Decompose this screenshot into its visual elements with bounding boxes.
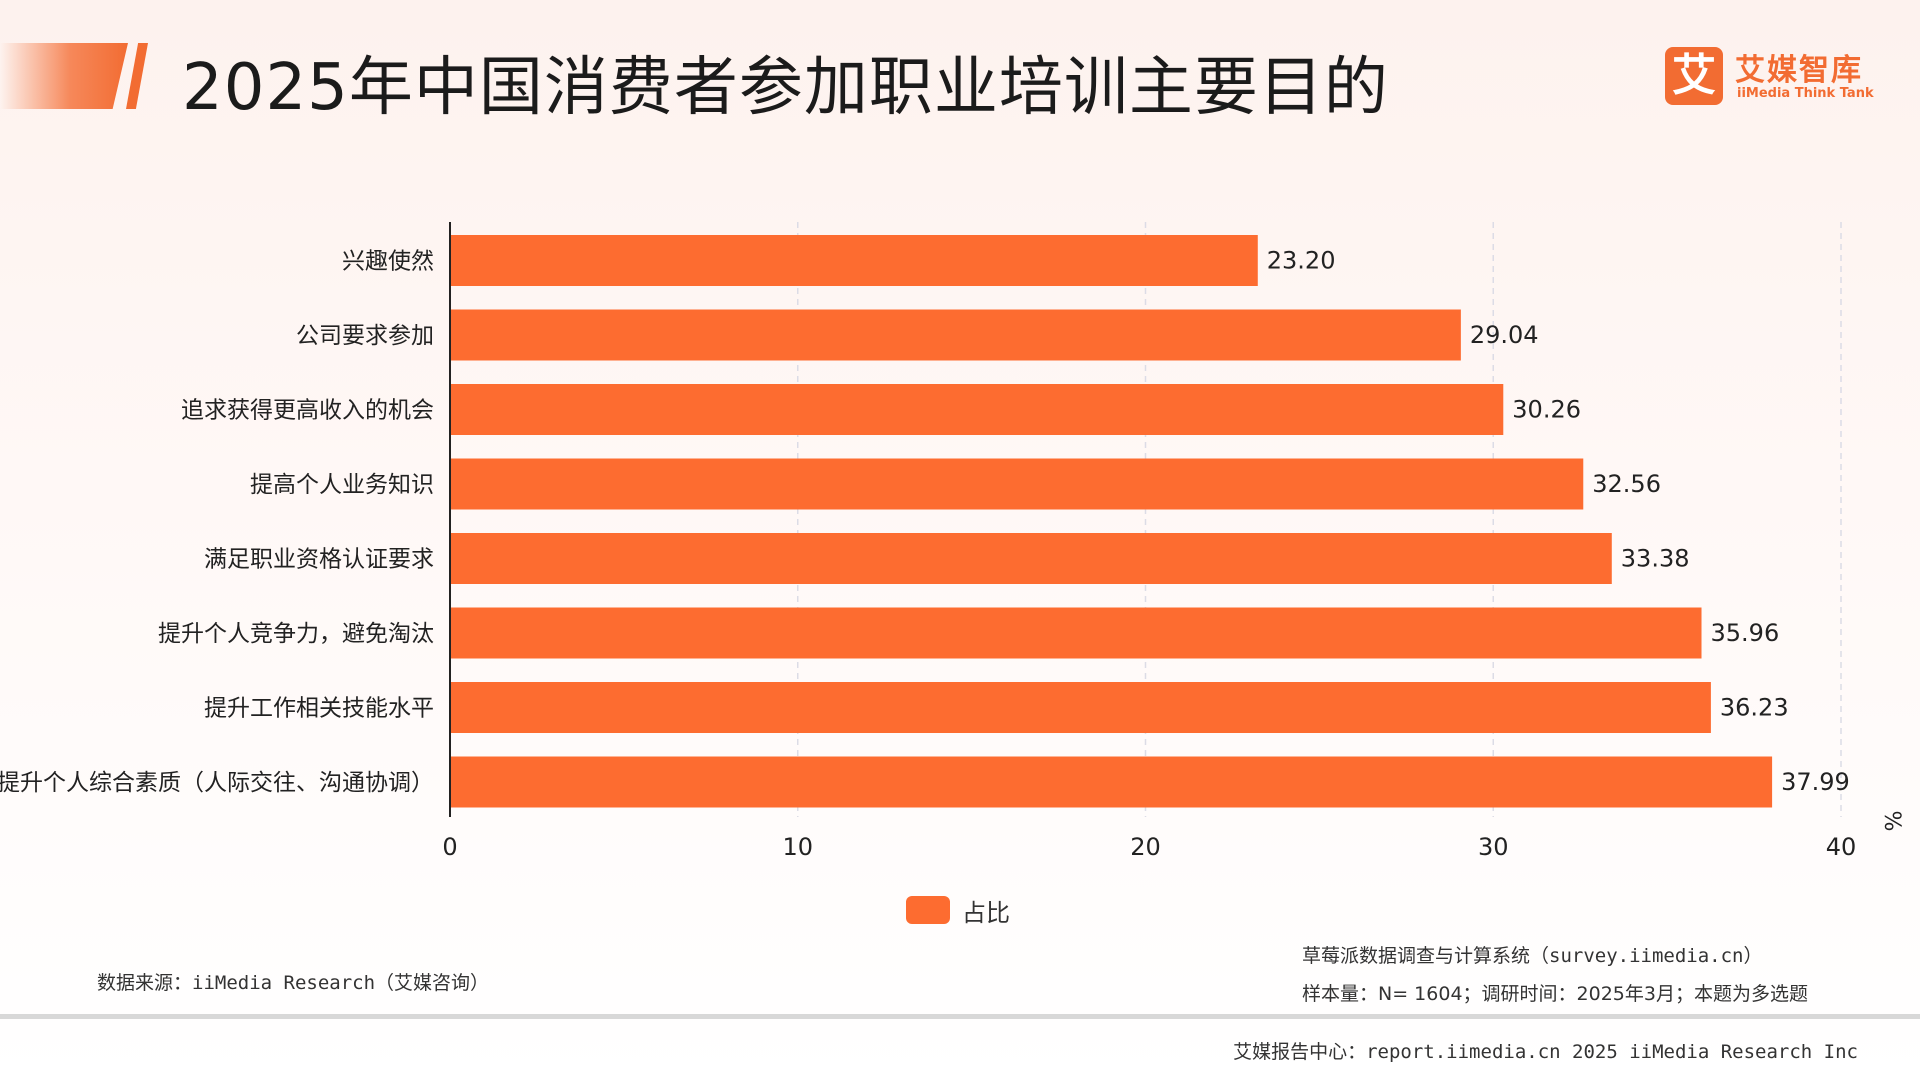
bar-value-label: 37.99	[1781, 768, 1850, 796]
x-tick-label: 30	[1478, 833, 1509, 861]
category-label: 公司要求参加	[296, 323, 434, 349]
bar-value-label: 33.38	[1621, 545, 1690, 573]
x-axis-unit-label: %	[1879, 811, 1904, 832]
category-label: 提高个人业务知识	[250, 472, 434, 498]
x-tick-label: 10	[782, 833, 813, 861]
bar	[451, 235, 1258, 286]
chart-axes: 0 10 20 30 40% 兴趣使然公司要求参加追求获得更高收入的机会提高个人业务知识满…	[0, 222, 1904, 861]
chart-bars: 23.20 29.04 30.26 32.56 33.38 35.96 36.23 37.99	[451, 235, 1850, 808]
logo-mark-icon: 艾	[1665, 47, 1723, 105]
chart-legend: 占比	[906, 894, 1010, 927]
bar	[451, 458, 1584, 510]
iimedia-logo: 艾 艾媒智库 iiMedia Think Tank	[1665, 45, 1874, 115]
bar	[451, 756, 1773, 808]
bar-value-label: 35.96	[1711, 619, 1780, 647]
sample-size-note: 样本量：N= 1604；调研时间：2025年3月；本题为多选题	[1302, 983, 1808, 1005]
legend-swatch	[906, 896, 950, 924]
category-label: 满足职业资格认证要求	[204, 547, 434, 573]
page-title: 2025年中国消费者参加职业培训主要目的	[182, 51, 1389, 125]
x-tick-label: 40	[1826, 833, 1857, 861]
x-tick-label: 20	[1130, 833, 1161, 861]
bar	[451, 607, 1702, 659]
footer-divider	[0, 1014, 1920, 1019]
x-tick-label: 0	[442, 833, 457, 861]
category-label: 兴趣使然	[342, 249, 434, 275]
data-source-note: 数据来源：iiMedia Research（艾媒咨询）	[97, 972, 490, 994]
header-accent-bar	[0, 43, 128, 109]
logo-name: 艾媒智库	[1735, 53, 1863, 88]
footer-text: 艾媒报告中心：report.iimedia.cn 2025 iiMedia Re…	[1233, 1041, 1858, 1063]
bar	[451, 533, 1612, 584]
category-label: 提升个人竞争力，避免淘汰	[158, 621, 434, 647]
bar	[451, 682, 1711, 733]
survey-system-note: 草莓派数据调查与计算系统（survey.iimedia.cn）	[1302, 945, 1763, 967]
legend-label: 占比	[962, 898, 1010, 927]
category-label: 追求获得更高收入的机会	[181, 398, 434, 424]
bar	[451, 309, 1461, 361]
bar-value-label: 29.04	[1470, 321, 1539, 349]
category-label: 提升工作相关技能水平	[204, 696, 434, 722]
category-label: 提升个人综合素质（人际交往、沟通协调）	[0, 770, 434, 796]
bar-value-label: 30.26	[1512, 396, 1581, 424]
bar-value-label: 23.20	[1267, 247, 1336, 275]
logo-subtitle: iiMedia Think Tank	[1737, 86, 1874, 101]
bar	[451, 384, 1504, 435]
bar-value-label: 36.23	[1720, 694, 1789, 722]
bar-value-label: 32.56	[1592, 470, 1661, 498]
